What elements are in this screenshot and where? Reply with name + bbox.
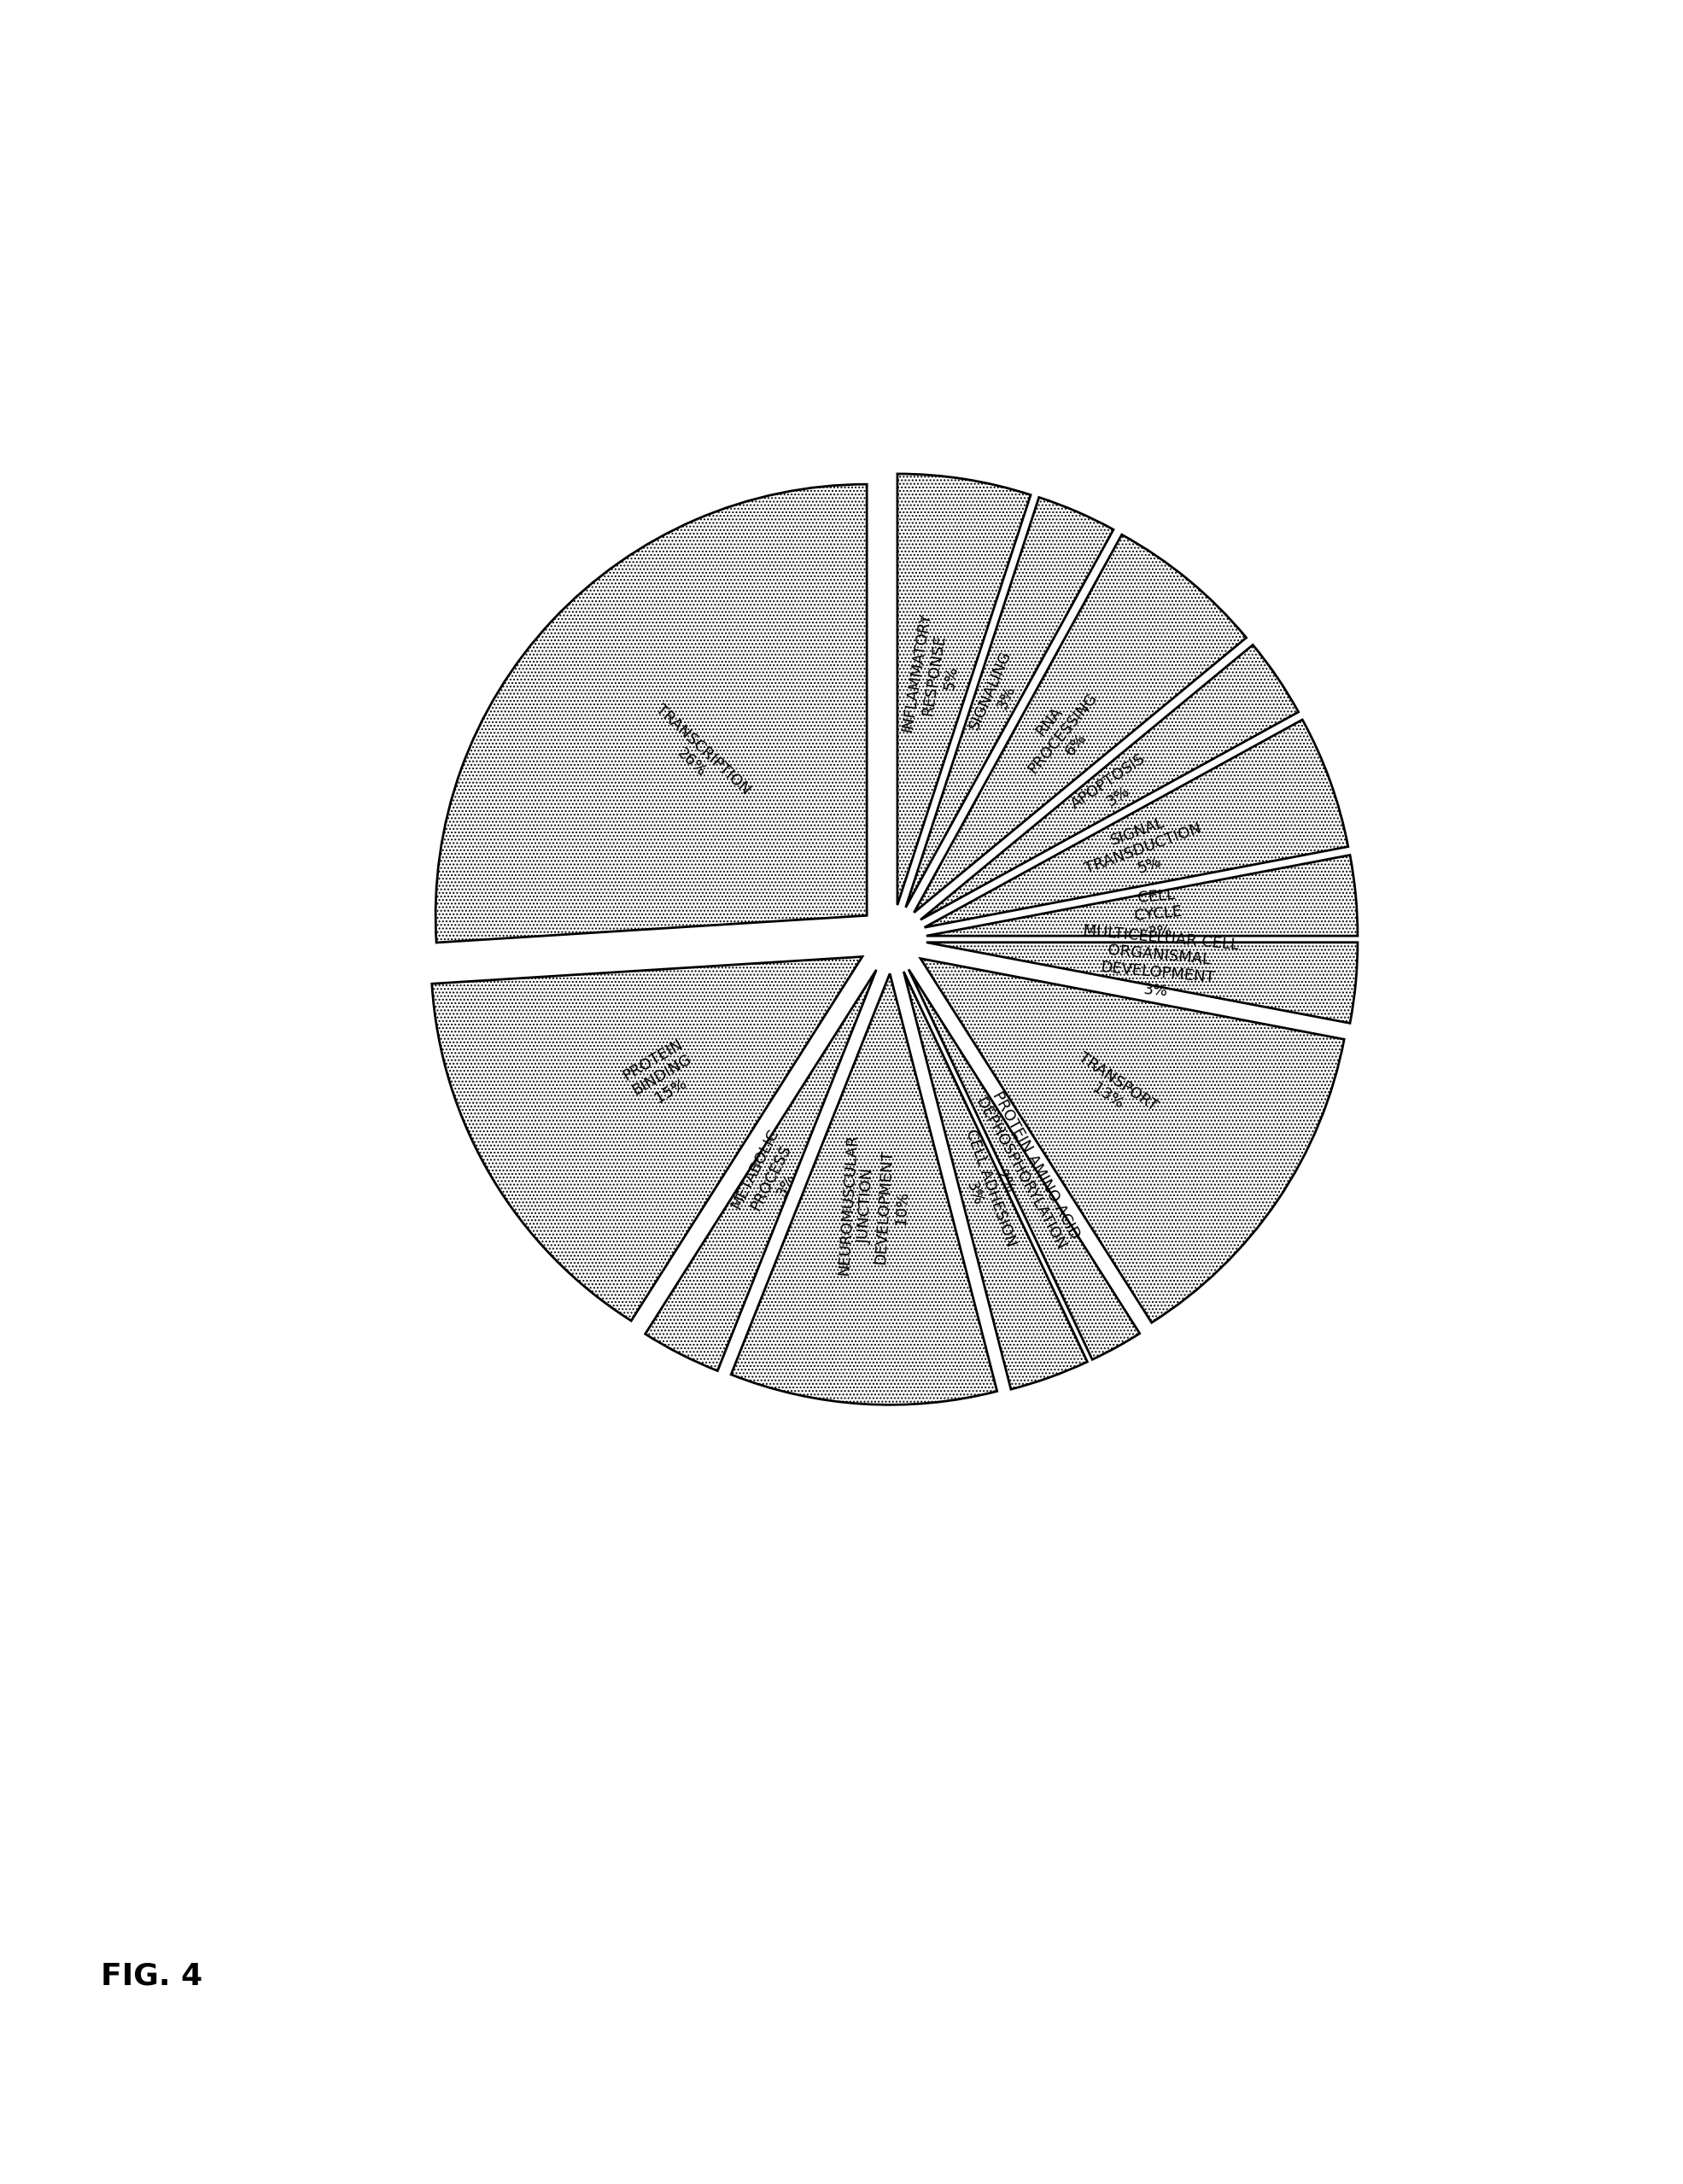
Text: FIG. 4: FIG. 4 — [101, 1961, 204, 1992]
Wedge shape — [909, 970, 1139, 1358]
Text: SIGNALING
3%: SIGNALING 3% — [966, 649, 1030, 738]
Text: NEUROMUSCULAR
JUNCTION
DEVELOPMENT
10%: NEUROMUSCULAR JUNCTION DEVELOPMENT 10% — [836, 1133, 914, 1278]
Wedge shape — [921, 644, 1299, 919]
Text: TRANSPORT
13%: TRANSPORT 13% — [1065, 1051, 1160, 1129]
Text: MULTICELLUAR CELL
ORGANISMAL
DEVELOPMENT
3%: MULTICELLUAR CELL ORGANISMAL DEVELOPMENT… — [1077, 924, 1239, 1007]
Wedge shape — [921, 959, 1345, 1324]
Wedge shape — [926, 941, 1358, 1022]
Text: CELL
CYCLE
3%: CELL CYCLE 3% — [1133, 887, 1185, 941]
Text: INFLAMMATORY
RESPONSE
5%: INFLAMMATORY RESPONSE 5% — [899, 612, 968, 738]
Text: PROTEIN
BINDING
15%: PROTEIN BINDING 15% — [619, 1035, 703, 1114]
Wedge shape — [914, 535, 1247, 913]
Text: TRANSCRIPTION
26%: TRANSCRIPTION 26% — [641, 701, 754, 810]
Wedge shape — [905, 498, 1114, 909]
Text: CELL ADHESION
3%: CELL ADHESION 3% — [946, 1127, 1020, 1254]
Wedge shape — [645, 970, 877, 1372]
Wedge shape — [730, 974, 996, 1404]
Wedge shape — [436, 485, 867, 943]
Text: SIGNAL
TRANSDUCTION
5%: SIGNAL TRANSDUCTION 5% — [1077, 804, 1210, 893]
Text: RNA
PROCESSING
6%: RNA PROCESSING 6% — [1011, 679, 1114, 788]
Wedge shape — [926, 856, 1358, 937]
Text: METABOLIC
PROCESS
3%: METABOLIC PROCESS 3% — [729, 1127, 813, 1227]
Wedge shape — [924, 721, 1348, 928]
Wedge shape — [904, 972, 1087, 1389]
Wedge shape — [897, 474, 1030, 904]
Text: APOPTOSIS
3%: APOPTOSIS 3% — [1069, 751, 1158, 828]
Wedge shape — [433, 957, 862, 1321]
Text: PROTEIN AMINO ACID
DEPHOSPHORYLATION
2%: PROTEIN AMINO ACID DEPHOSPHORYLATION 2% — [958, 1085, 1084, 1260]
